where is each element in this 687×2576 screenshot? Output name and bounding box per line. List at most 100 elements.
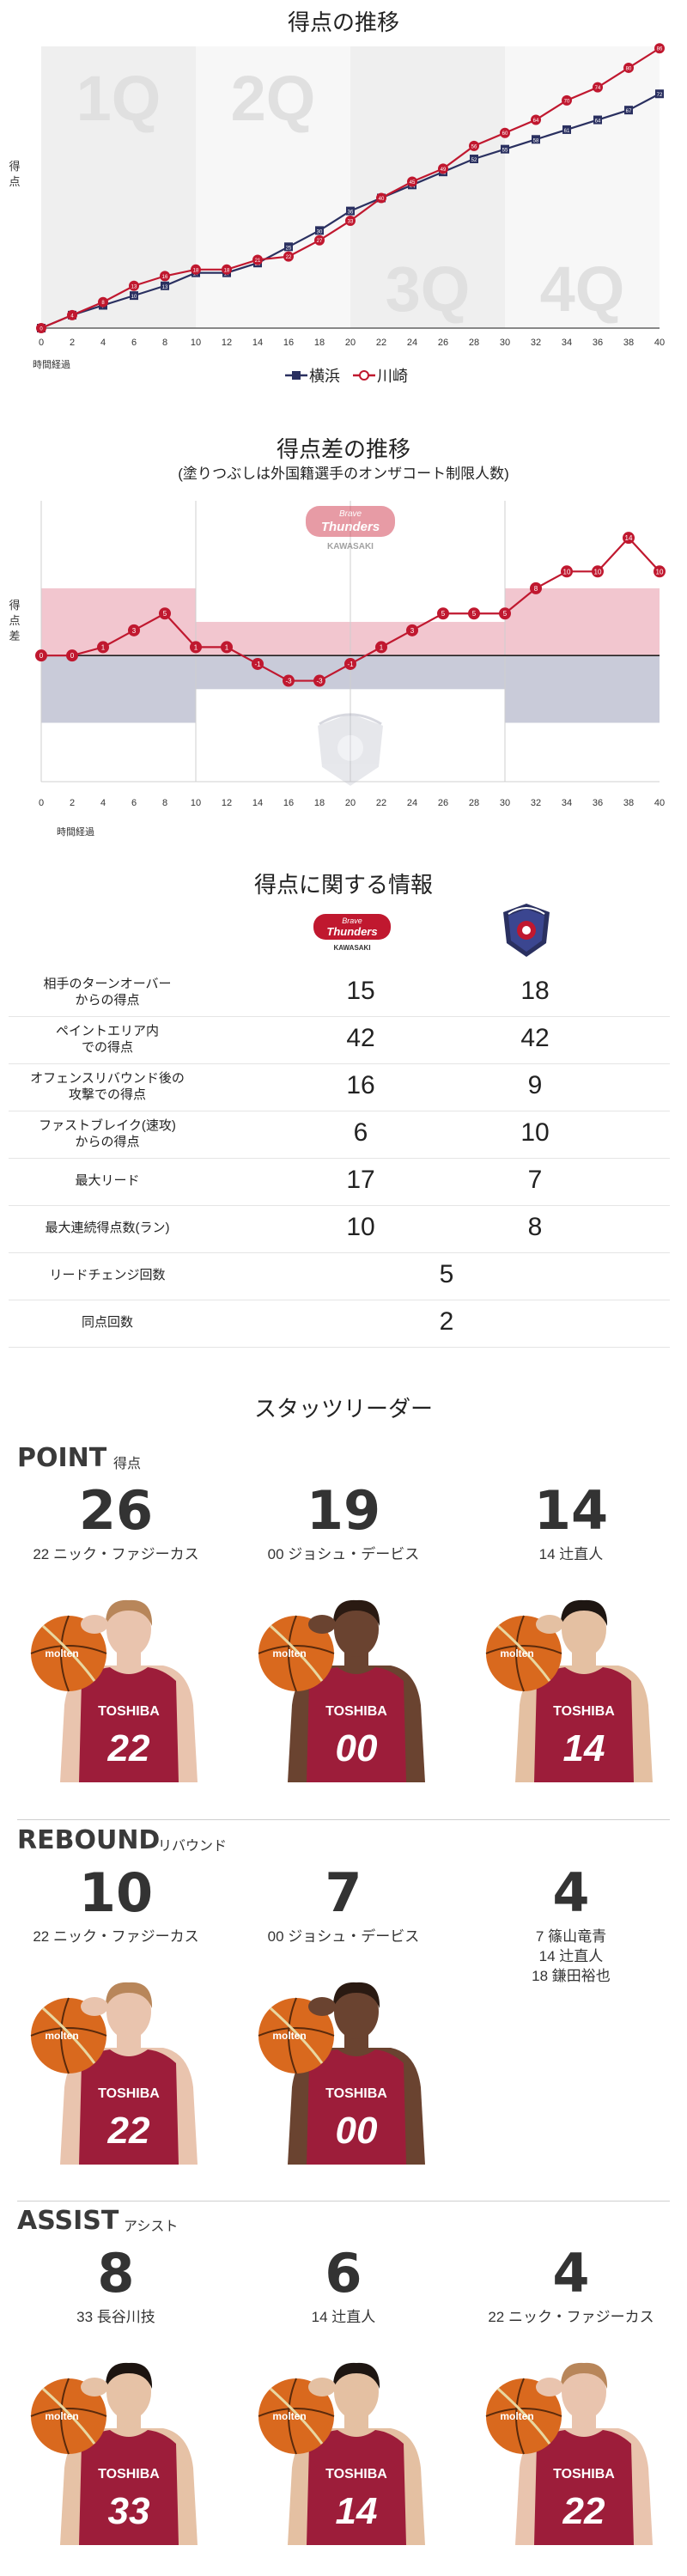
diff-x-tick: 14 bbox=[252, 798, 263, 808]
leader-name: 22 ニック・ファジーカス bbox=[13, 1544, 219, 1564]
player-photo-22: TOSHIBA 22 molten bbox=[485, 2362, 653, 2545]
player-hair bbox=[105, 1982, 153, 2008]
player-jersey bbox=[307, 2430, 406, 2545]
stats-shared-value: 5 bbox=[439, 1260, 454, 1288]
leader-value: 7 bbox=[325, 1861, 362, 1924]
point-label-kawasaki: 27 bbox=[317, 239, 323, 244]
point-label-kawasaki: 86 bbox=[657, 47, 663, 52]
diff-point-label: 1 bbox=[194, 643, 198, 651]
player-hand bbox=[81, 1997, 108, 2016]
stats-row: 最大連続得点数(ラン) 10 8 bbox=[9, 1205, 670, 1253]
watermark-brave: Brave bbox=[339, 509, 362, 519]
player-hair bbox=[332, 1599, 380, 1626]
score-x-tick: 32 bbox=[531, 338, 541, 348]
diff-point-label: 10 bbox=[563, 568, 571, 575]
diff-point bbox=[499, 607, 511, 620]
point-kawasaki bbox=[129, 280, 139, 291]
category-point-jp: 得点 bbox=[113, 1457, 142, 1471]
score-x-tick: 26 bbox=[438, 338, 448, 348]
onthecourt-band-kawasaki bbox=[41, 588, 196, 656]
score-x-tick: 6 bbox=[131, 338, 137, 348]
point-kawasaki bbox=[623, 62, 634, 73]
point-yokohama bbox=[470, 155, 478, 164]
stats-title: 得点に関する情報 bbox=[253, 872, 433, 898]
jersey-sponsor: TOSHIBA bbox=[325, 2467, 387, 2482]
point-kawasaki bbox=[376, 192, 386, 204]
kawasaki-logo-brave: Brave bbox=[342, 917, 362, 925]
point-label-kawasaki: 40 bbox=[379, 197, 385, 202]
diff-ylabel-bottom: 差 bbox=[9, 630, 21, 642]
score-x-tick: 38 bbox=[623, 338, 634, 348]
point-label-kawasaki: 49 bbox=[441, 167, 447, 173]
point-label-kawasaki: 80 bbox=[626, 66, 632, 71]
category-assist-jp: アシスト bbox=[124, 2220, 179, 2234]
diff-point-label: 1 bbox=[380, 643, 384, 651]
player-hand bbox=[308, 2378, 336, 2396]
point-yokohama bbox=[284, 242, 293, 252]
player-hair bbox=[105, 2362, 153, 2389]
diff-point-label: 14 bbox=[625, 534, 633, 542]
stats-yokohama-value: 9 bbox=[527, 1071, 543, 1099]
player-head bbox=[334, 1602, 379, 1657]
stats-row-label: 最大連続得点数(ラン) bbox=[45, 1221, 170, 1235]
diff-point bbox=[35, 649, 47, 662]
diff-point-label: 1 bbox=[101, 643, 106, 651]
diff-x-tick: 0 bbox=[39, 798, 44, 808]
point-label-yokohama: 55 bbox=[502, 149, 508, 154]
ball-brand: molten bbox=[45, 2410, 78, 2422]
stats-kawasaki-value: 17 bbox=[346, 1166, 375, 1194]
point-yokohama bbox=[562, 125, 571, 134]
jersey-number: 22 bbox=[562, 2490, 605, 2532]
diff-point bbox=[97, 641, 109, 654]
leader-name-line: 22 ニック・ファジーカス bbox=[488, 2309, 654, 2325]
point-label-kawasaki: 22 bbox=[286, 255, 292, 260]
diff-point-label: -3 bbox=[285, 678, 292, 685]
diff-x-tick: 10 bbox=[191, 798, 201, 808]
diff-point bbox=[468, 607, 480, 620]
jersey-number: 14 bbox=[336, 2490, 378, 2532]
score-x-tick: 8 bbox=[162, 338, 167, 348]
diff-point-label: 5 bbox=[163, 610, 167, 618]
diff-point bbox=[406, 624, 418, 636]
jersey-sponsor: TOSHIBA bbox=[553, 2467, 615, 2482]
diff-point bbox=[190, 641, 202, 654]
score-chart-ylabel: 得 点 bbox=[7, 159, 22, 190]
player-photo-00: TOSHIBA 00 molten bbox=[258, 1599, 425, 1782]
quarter-band-2 bbox=[196, 46, 350, 328]
player-head bbox=[334, 1984, 379, 2039]
legend-yokohama-label: 横浜 bbox=[309, 368, 340, 385]
leaders-title: スタッツリーダー bbox=[253, 1396, 433, 1422]
player-jersey bbox=[79, 1667, 179, 1782]
point-label-yokohama: 64 bbox=[595, 119, 601, 125]
category-rebound-jp: リバウンド bbox=[158, 1839, 228, 1854]
diff-point bbox=[530, 582, 542, 594]
category-rebound: REBOUND bbox=[17, 1825, 161, 1855]
stats-row-label: リードチェンジ回数 bbox=[49, 1268, 166, 1282]
kawasaki-logo-city: KAWASAKI bbox=[333, 944, 370, 952]
diff-point-label: 5 bbox=[503, 610, 508, 618]
point-label-yokohama: 10 bbox=[131, 295, 137, 300]
diff-point-label: 0 bbox=[70, 652, 75, 660]
quarter-label: 3Q bbox=[386, 253, 471, 325]
jersey-sponsor: TOSHIBA bbox=[325, 1704, 387, 1719]
score-x-tick: 36 bbox=[593, 338, 603, 348]
ball-brand: molten bbox=[45, 2030, 78, 2042]
stats-row-label: 相手のターンオーバー からの得点 bbox=[43, 977, 172, 1008]
stats-shared-row: リードチェンジ回数 5 bbox=[9, 1252, 670, 1300]
leader-value: 8 bbox=[97, 2242, 135, 2305]
point-kawasaki bbox=[160, 271, 170, 282]
score-x-tick: 22 bbox=[376, 338, 386, 348]
score-x-tick: 14 bbox=[252, 338, 263, 348]
diff-point bbox=[128, 624, 140, 636]
yokohama-watermark-logo bbox=[318, 713, 383, 786]
legend-kawasaki-label: 川崎 bbox=[377, 368, 409, 385]
leader-name-line: 22 ニック・ファジーカス bbox=[33, 1546, 199, 1562]
jersey-number: 22 bbox=[107, 2110, 150, 2152]
stats-row-label: 同点回数 bbox=[81, 1315, 133, 1330]
diff-ylabel-top: 得 bbox=[9, 599, 21, 612]
stats-kawasaki-value: 15 bbox=[346, 977, 375, 1005]
stats-kawasaki-value: 6 bbox=[353, 1118, 368, 1147]
point-kawasaki bbox=[98, 296, 108, 308]
